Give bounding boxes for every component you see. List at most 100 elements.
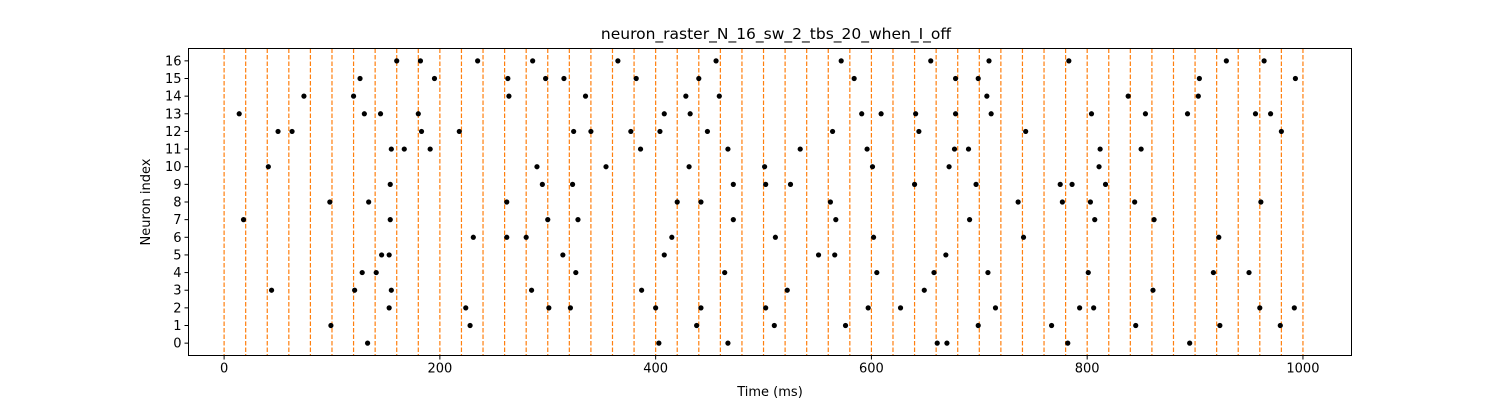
spike-point <box>869 164 876 170</box>
spike-point <box>639 287 645 293</box>
y-tick-label: 6 <box>173 231 181 246</box>
y-tick-label: 9 <box>173 178 181 193</box>
x-tick-label: 400 <box>643 362 668 377</box>
y-tick-label: 5 <box>173 248 181 263</box>
spike-point <box>1292 75 1298 82</box>
spike-point <box>730 217 736 223</box>
spike-point <box>725 340 731 346</box>
spike-point <box>986 58 992 64</box>
spike-point <box>829 128 836 135</box>
spike-point <box>361 111 367 117</box>
spike-point <box>1125 93 1131 99</box>
spike-point <box>704 128 711 135</box>
chart-title: neuron_raster_N_16_sw_2_tbs_20_when_I_of… <box>601 25 952 44</box>
spike-point <box>415 111 421 117</box>
spike-point <box>366 199 372 205</box>
spike-point <box>931 269 937 276</box>
y-tick-label: 7 <box>173 213 181 228</box>
y-tick-label: 15 <box>165 72 182 87</box>
spike-point <box>359 269 365 276</box>
spike-point <box>240 217 247 223</box>
spike-point <box>975 322 981 329</box>
spike-point <box>1246 269 1252 276</box>
spike-point <box>1048 322 1055 329</box>
spike-point <box>401 146 407 152</box>
spike-point <box>456 128 462 135</box>
spike-point <box>1059 199 1065 205</box>
x-tick-label: 800 <box>1075 362 1100 377</box>
spike-point <box>417 58 424 64</box>
spike-point <box>1015 199 1021 205</box>
spike-point <box>545 217 551 223</box>
spike-point <box>713 58 719 64</box>
spike-point <box>772 234 778 240</box>
spike-point <box>722 269 728 276</box>
spike-point <box>657 128 663 135</box>
y-tick-label: 13 <box>165 107 182 122</box>
spike-point <box>1092 217 1098 223</box>
spike-point <box>394 58 400 64</box>
y-tick-label: 2 <box>173 301 181 316</box>
spike-point <box>523 234 529 240</box>
spike-point <box>504 234 510 240</box>
spike-point <box>897 305 904 311</box>
spike-point <box>388 146 394 152</box>
y-tick-label: 8 <box>173 196 181 211</box>
spike-point <box>561 75 567 82</box>
spike-point <box>1217 322 1223 329</box>
spike-point <box>467 322 473 329</box>
spike-point <box>661 111 667 117</box>
spike-point <box>431 75 438 82</box>
x-tick-label: 1000 <box>1286 362 1319 377</box>
spike-point <box>838 58 844 64</box>
spike-point <box>275 128 281 135</box>
spike-point <box>379 252 385 258</box>
spike-point <box>934 340 940 346</box>
spike-point <box>301 93 307 99</box>
spike-point <box>418 128 425 135</box>
spike-point <box>911 181 918 187</box>
spike-point <box>716 93 722 99</box>
spike-point <box>1216 234 1222 240</box>
y-tick-label: 0 <box>173 337 181 352</box>
spike-point <box>582 93 589 99</box>
x-tick-label: 200 <box>427 362 452 377</box>
spike-point <box>763 181 769 187</box>
spike-point <box>1077 305 1083 311</box>
spike-point <box>1020 234 1027 240</box>
spike-point <box>528 287 535 293</box>
spike-point <box>1132 199 1138 205</box>
spike-point <box>352 287 358 293</box>
spike-point <box>373 269 379 276</box>
spike-point <box>698 305 704 311</box>
spike-point <box>916 128 922 135</box>
spike-point <box>504 199 510 205</box>
spike-point <box>327 199 333 205</box>
spike-point <box>832 252 838 258</box>
spike-point <box>966 217 973 223</box>
spike-point <box>633 75 639 82</box>
time-bin-boundaries <box>223 48 1304 356</box>
spike-point <box>965 146 972 152</box>
spike-point <box>946 164 952 170</box>
spike-point <box>1091 305 1097 311</box>
spike-point <box>815 252 822 258</box>
y-tick-label: 3 <box>173 284 181 299</box>
spike-point <box>992 305 999 311</box>
x-tick-label: 600 <box>859 362 884 377</box>
spike-point <box>833 217 839 223</box>
spike-point <box>573 269 579 276</box>
spike-point <box>763 305 769 311</box>
spike-point <box>1277 322 1283 329</box>
spike-point <box>387 181 393 187</box>
spike-point <box>859 111 865 117</box>
spike-point <box>364 340 371 346</box>
spike-point <box>913 111 919 117</box>
spike-point <box>1023 128 1029 135</box>
spike-point <box>1085 269 1091 276</box>
spike-point <box>628 128 634 135</box>
spike-point <box>694 322 700 329</box>
spike-point <box>388 287 394 293</box>
spike-point <box>661 252 667 258</box>
spike-point <box>1291 305 1297 311</box>
